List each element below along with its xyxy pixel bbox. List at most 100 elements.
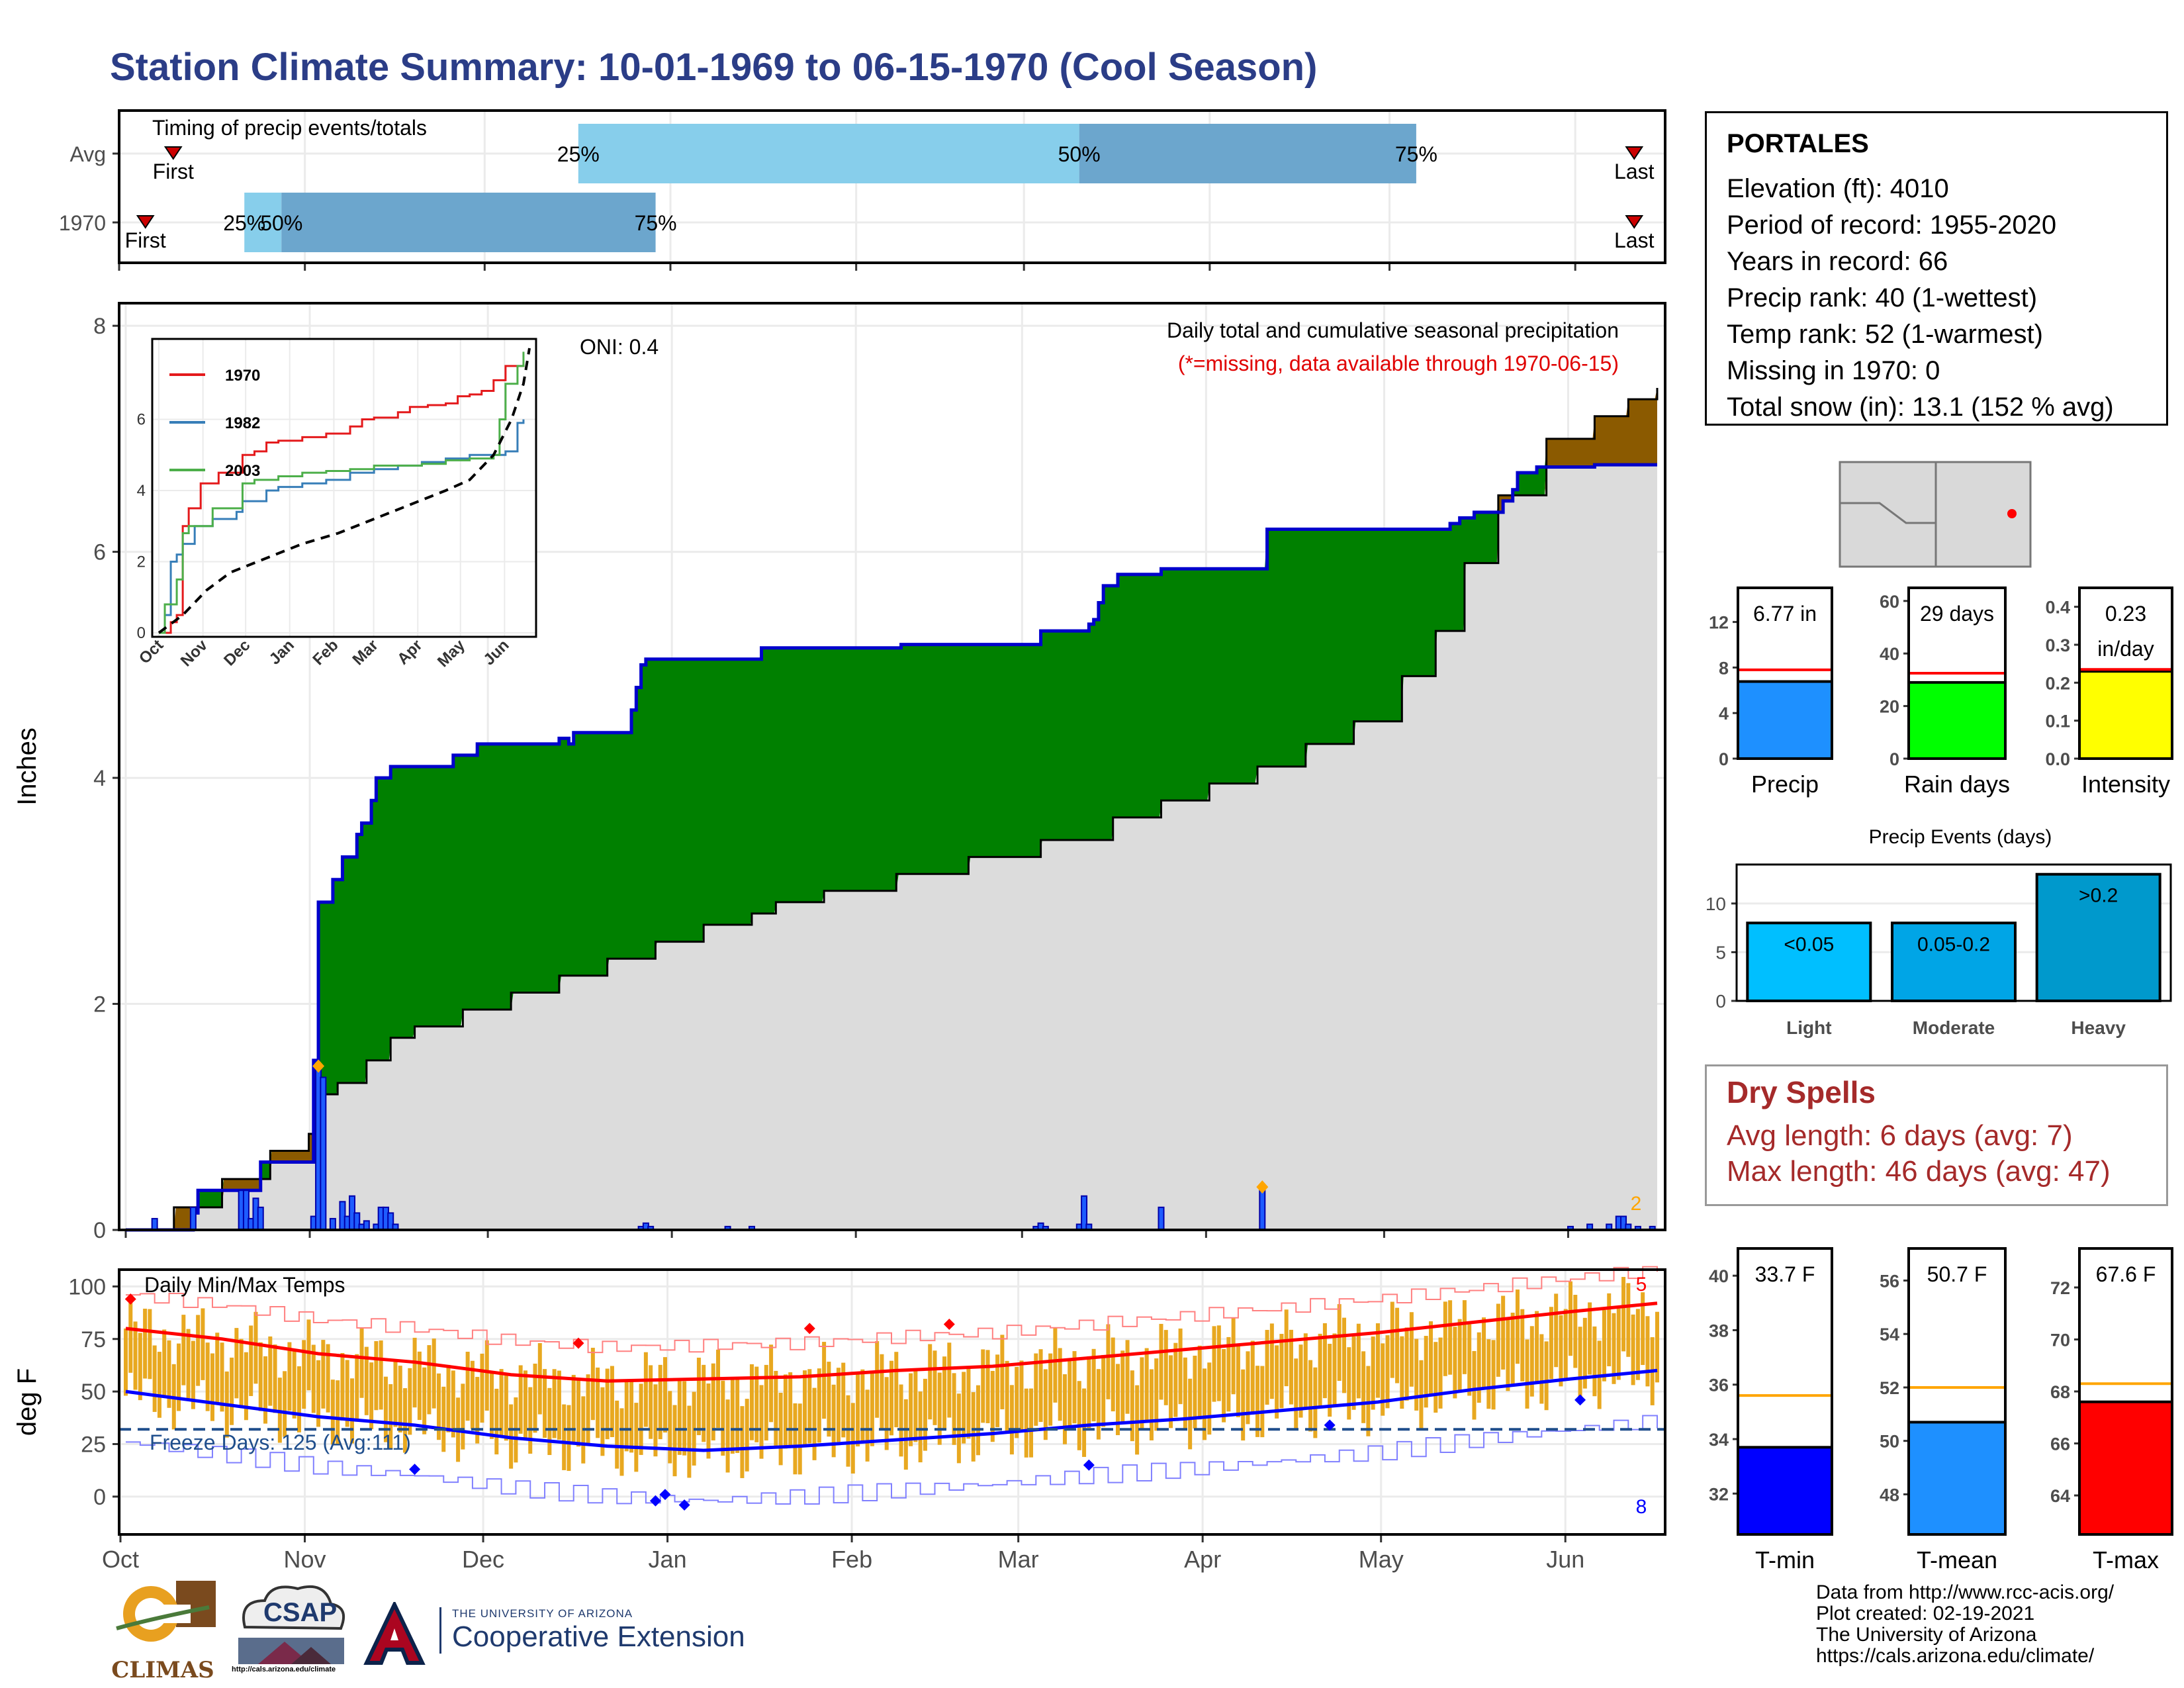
timing-bar-25-50	[244, 193, 282, 252]
daily-temp-bar	[846, 1395, 850, 1467]
daily-temp-bar	[1082, 1388, 1087, 1457]
daily-temp-bar	[547, 1387, 552, 1456]
daily-temp-bar	[451, 1370, 455, 1438]
daily-temp-bar	[1024, 1388, 1028, 1458]
inset-series-1970	[159, 362, 525, 634]
rain-days-y-tick-label: 20	[1880, 697, 1899, 717]
precip-total-category-label: Precip	[1751, 771, 1819, 798]
cooperative-extension-wordmark: THE UNIVERSITY OF ARIZONA Cooperative Ex…	[439, 1607, 745, 1654]
daily-temp-bar	[1140, 1357, 1144, 1430]
temp-min-y-tick-label: 32	[1709, 1484, 1729, 1504]
rain-days-panel-border	[1907, 586, 2007, 760]
temp-x-tick-label: Apr	[1184, 1546, 1221, 1573]
temp-y-tick-label: 100	[68, 1274, 106, 1299]
daily-temp-bar	[417, 1351, 422, 1421]
station-line-snow: Total snow (in): 13.1 (152 % avg)	[1727, 393, 2114, 422]
precip-panel-border	[118, 302, 1666, 1231]
precip-y-tick-label: 6	[93, 540, 106, 565]
timing-last-marker	[1625, 215, 1644, 229]
precip-total-y-tick-label: 4	[1719, 704, 1729, 724]
daily-temp-bar	[1491, 1340, 1496, 1410]
daily-temp-bar	[1034, 1353, 1038, 1426]
daily-temp-bar	[1106, 1324, 1111, 1399]
daily-temp-bar	[1091, 1348, 1096, 1422]
daily-temp-bar	[764, 1364, 768, 1441]
daily-temp-bar	[220, 1342, 224, 1412]
station-line-period: Period of record: 1955-2020	[1727, 211, 2057, 240]
daily-temp-bar	[1592, 1326, 1597, 1397]
precip-total-value-label: 6.77 in	[1753, 602, 1817, 626]
temp-max-y-tick-label: 70	[2050, 1330, 2070, 1350]
daily-temp-bar	[1457, 1319, 1462, 1391]
daily-temp-bar	[1120, 1350, 1125, 1424]
daily-temp-bar	[1477, 1332, 1481, 1403]
inset-legend-label: 1982	[225, 414, 260, 432]
daily-temp-bar	[1193, 1355, 1197, 1429]
daily-temp-bar	[788, 1372, 793, 1447]
daily-temp-bar	[205, 1342, 210, 1411]
daily-temp-bar	[1265, 1330, 1269, 1405]
record-high-marker	[943, 1319, 955, 1331]
daily-temp-bar	[812, 1387, 817, 1460]
precip-events-border	[1735, 863, 2172, 1002]
daily-temp-bar	[1197, 1345, 1202, 1420]
average-max-line	[125, 1301, 1658, 1383]
daily-temp-bar	[1303, 1333, 1308, 1408]
temp-y-tick-label: 75	[81, 1327, 106, 1352]
daily-temp-bar	[1294, 1358, 1298, 1430]
daily-temp-bar	[490, 1372, 494, 1439]
daily-temp-bar	[311, 1344, 316, 1413]
daily-temp-bar	[1202, 1368, 1206, 1440]
precip-events-bar-label: >0.2	[2079, 885, 2118, 907]
daily-temp-bar	[880, 1354, 884, 1430]
daily-temp-bar	[138, 1333, 142, 1401]
daily-temp-bar	[735, 1378, 740, 1453]
daily-temp-bar	[1525, 1339, 1529, 1409]
temp-min-y-tick-label: 38	[1709, 1321, 1729, 1340]
above-average-area	[126, 388, 1657, 1230]
daily-temp-bar	[1212, 1326, 1216, 1402]
daily-temp-bar	[1015, 1366, 1019, 1438]
daily-temp-bar	[446, 1364, 451, 1432]
daily-temp-bar	[928, 1344, 933, 1420]
daily-temp-bar	[518, 1365, 523, 1434]
temp-mean-panel-border	[1907, 1247, 2007, 1536]
credit-university: The University of Arizona	[1816, 1624, 2037, 1646]
precip-events-category-label: Moderate	[1913, 1017, 1995, 1038]
daily-temp-bar	[499, 1369, 504, 1437]
timing-row-label: Avg	[69, 142, 106, 166]
precip-y-axis-label: Inches	[13, 727, 42, 806]
daily-temp-bar	[1062, 1374, 1067, 1444]
daily-temp-bar	[1544, 1341, 1549, 1411]
dry-spells-title: Dry Spells	[1727, 1075, 1876, 1109]
daily-temp-bar	[215, 1333, 220, 1403]
temp-max-category-label: T-max	[2093, 1546, 2159, 1573]
daily-temp-bar	[1279, 1334, 1284, 1409]
daily-temp-bar	[933, 1350, 937, 1425]
daily-temp-bar	[1563, 1309, 1568, 1381]
daily-temp-bar	[1381, 1343, 1385, 1416]
daily-temp-bar	[1602, 1310, 1606, 1382]
daily-temp-bar	[653, 1384, 658, 1457]
temp-y-tick-label: 0	[93, 1485, 106, 1510]
daily-temp-bar	[831, 1384, 836, 1458]
daily-temp-bar	[1111, 1337, 1115, 1412]
daily-temp-bar	[504, 1373, 508, 1441]
daily-temp-bar	[1275, 1345, 1279, 1419]
daily-temp-bar	[484, 1340, 489, 1411]
daily-temp-bar	[465, 1352, 470, 1421]
daily-temp-bar	[1101, 1354, 1106, 1427]
daily-temp-bar	[230, 1357, 234, 1425]
daily-temp-bar	[822, 1342, 827, 1419]
daily-temp-bar	[388, 1384, 393, 1449]
dry-spells-max: Max length: 46 days (avg: 47)	[1727, 1155, 2111, 1188]
daily-temp-bar	[330, 1380, 335, 1445]
daily-temp-bar	[610, 1366, 614, 1438]
intensity-value-label: 0.23	[2105, 602, 2146, 626]
large-daily-marker	[1256, 1180, 1269, 1194]
daily-temp-bar	[696, 1357, 701, 1436]
daily-temp-bar	[1289, 1329, 1293, 1405]
timing-bar-25-50	[578, 124, 1079, 183]
daily-temp-bar	[210, 1353, 214, 1421]
daily-temp-bar	[133, 1321, 138, 1390]
